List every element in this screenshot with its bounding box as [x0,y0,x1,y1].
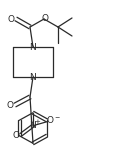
Text: O: O [7,14,15,24]
Text: O: O [42,14,49,23]
Text: N: N [29,72,35,81]
Text: N: N [30,121,36,130]
Text: N: N [29,43,35,52]
Text: O: O [12,131,20,140]
Text: O$^-$: O$^-$ [47,114,62,125]
Text: +: + [34,119,40,125]
Text: O: O [7,101,13,110]
